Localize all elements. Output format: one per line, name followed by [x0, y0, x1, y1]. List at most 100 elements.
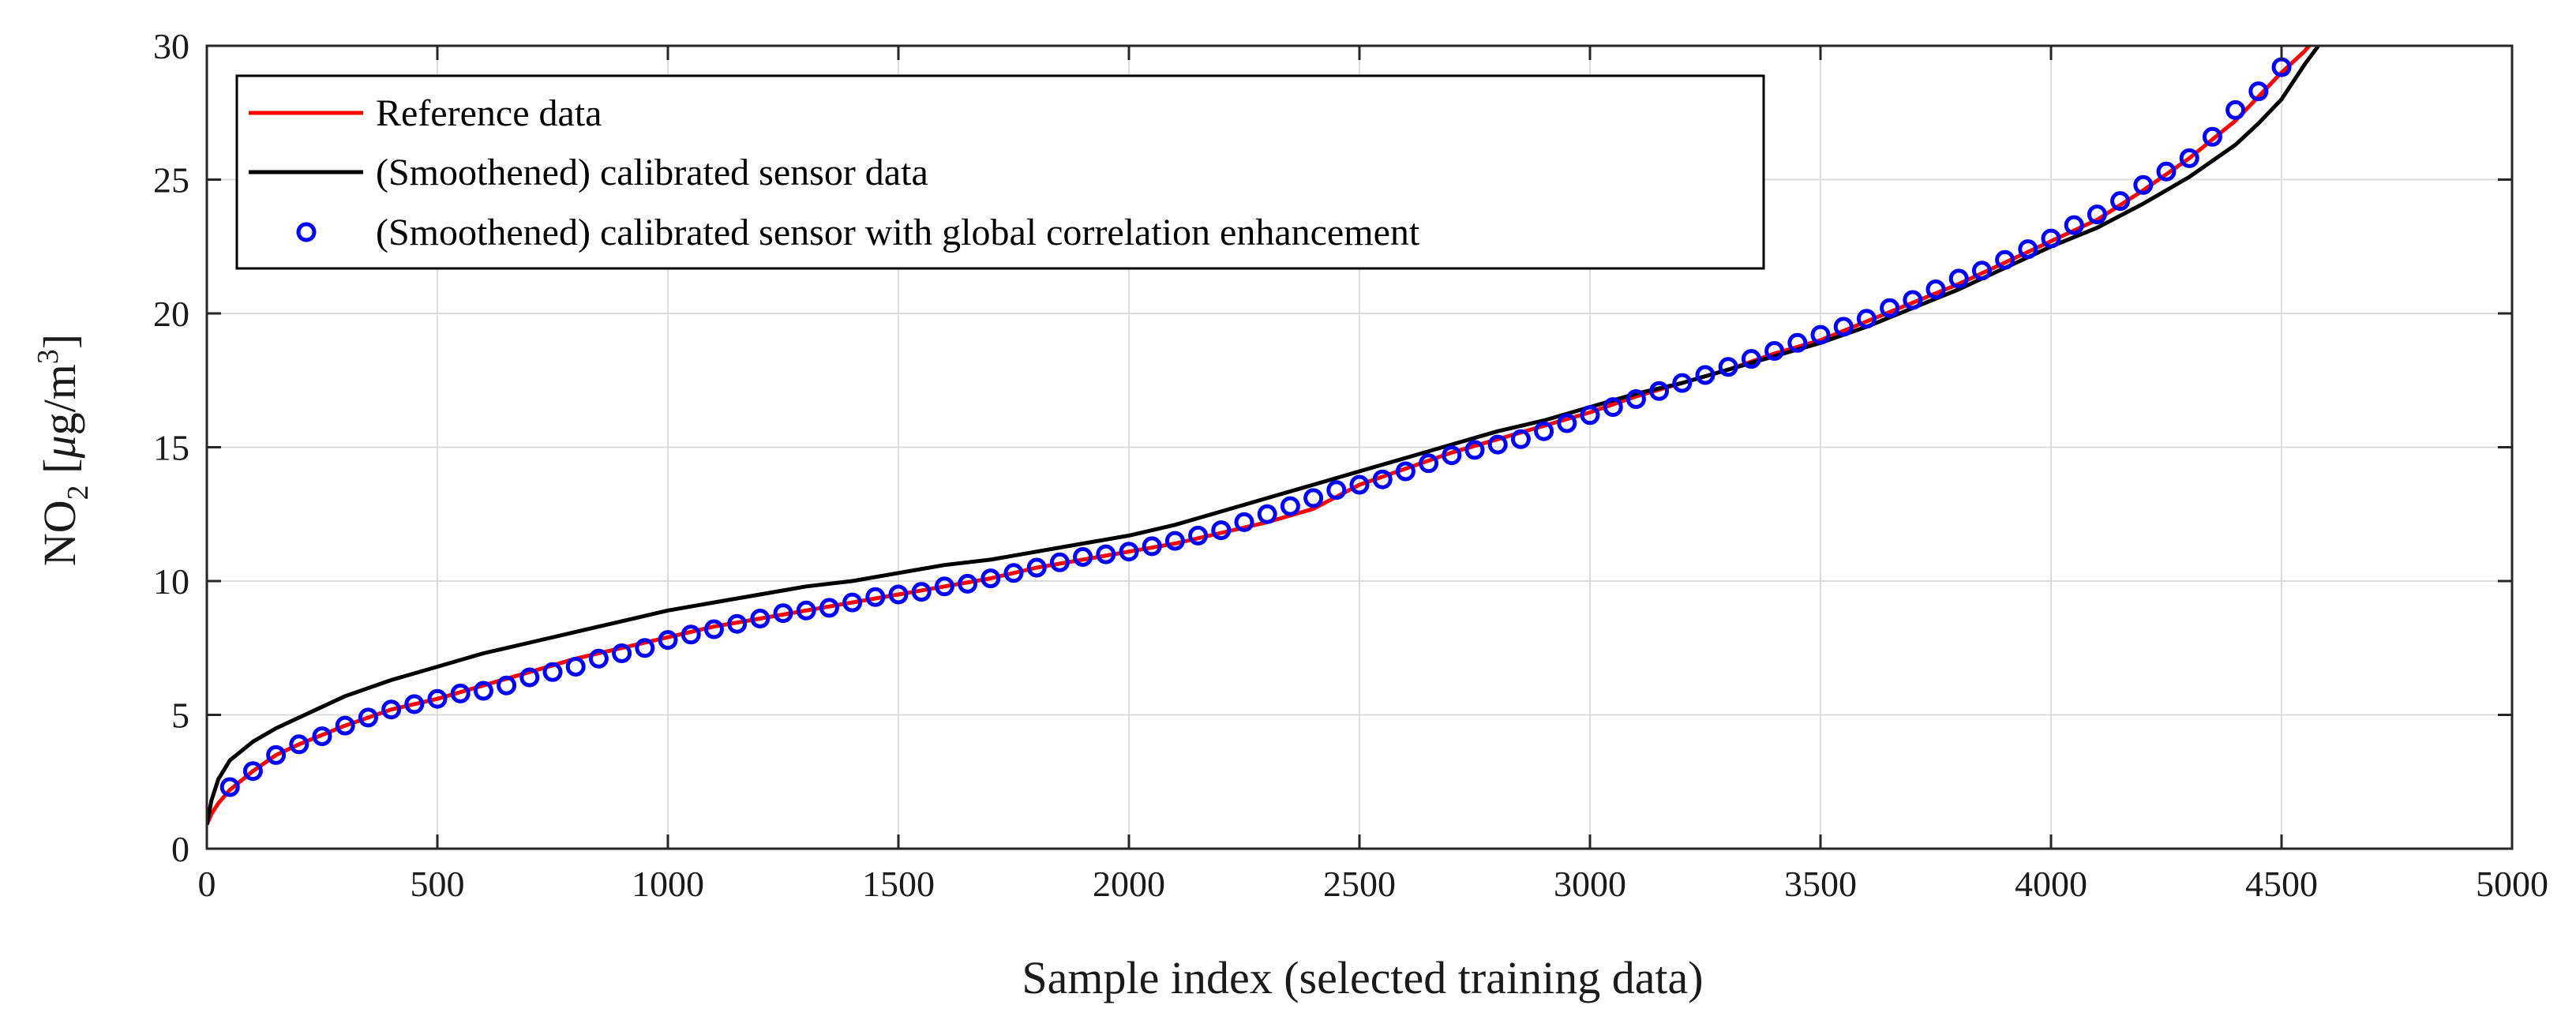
data-point-enhanced: [404, 694, 425, 714]
y-tick-label: 10: [153, 561, 189, 602]
data-point-enhanced: [335, 715, 355, 736]
x-tick-label: 3000: [1554, 864, 1626, 904]
y-tick-label: 25: [153, 160, 189, 201]
legend-swatch-enhanced: [296, 222, 317, 242]
y-tick-label: 20: [153, 294, 189, 334]
x-tick-label: 2000: [1093, 864, 1165, 904]
data-point-enhanced: [1995, 249, 2015, 270]
data-point-enhanced: [1787, 332, 1808, 353]
y-tick-label: 15: [153, 428, 189, 468]
data-point-enhanced: [1948, 268, 1969, 289]
y-tick-label: 0: [171, 829, 189, 869]
data-point-enhanced: [981, 568, 1001, 589]
data-point-enhanced: [2133, 174, 2154, 195]
data-point-enhanced: [1395, 461, 1415, 482]
data-point-enhanced: [1257, 504, 1277, 524]
data-point-enhanced: [1164, 531, 1185, 551]
data-point-enhanced: [1971, 261, 1992, 281]
data-point-enhanced: [2179, 148, 2199, 168]
data-point-enhanced: [2064, 215, 2084, 235]
x-tick-label: 3500: [1784, 864, 1857, 904]
series-layer: [207, 46, 2320, 826]
data-point-enhanced: [219, 777, 240, 797]
legend: Reference data (Smoothened) calibrated s…: [235, 74, 1765, 270]
data-point-enhanced: [865, 587, 886, 607]
data-point-enhanced: [727, 613, 748, 634]
data-point-enhanced: [2041, 228, 2061, 249]
data-point-enhanced: [289, 734, 309, 755]
y-axis-title-mu: μ: [34, 435, 85, 459]
data-point-enhanced: [1049, 552, 1070, 572]
y-axis-title-superscript: 3: [32, 349, 65, 364]
data-point-enhanced: [1419, 453, 1439, 474]
data-point-enhanced: [1234, 512, 1254, 532]
data-point-enhanced: [1119, 542, 1139, 562]
data-point-enhanced: [1372, 469, 1393, 489]
data-point-enhanced: [1695, 365, 1715, 385]
data-point-enhanced: [358, 707, 378, 728]
x-tick-label: 4000: [2015, 864, 2087, 904]
data-point-enhanced: [312, 726, 332, 747]
data-point-enhanced: [934, 576, 954, 597]
data-point-enhanced: [542, 662, 563, 682]
data-point-enhanced: [473, 681, 493, 701]
data-point-enhanced: [1349, 474, 1370, 495]
data-point-enhanced: [1856, 309, 1877, 329]
data-point-enhanced: [1188, 525, 1209, 546]
x-tick-label: 1000: [632, 864, 704, 904]
data-point-enhanced: [1326, 480, 1347, 501]
legend-box: [235, 74, 1765, 270]
data-point-enhanced: [1442, 445, 1462, 466]
data-point-enhanced: [1510, 429, 1531, 449]
data-point-enhanced: [1925, 279, 1946, 299]
data-point-enhanced: [703, 619, 724, 639]
data-point-enhanced: [1142, 536, 1162, 557]
data-point-enhanced: [1073, 547, 1093, 567]
ticks: 0 500 1000 1500 2000 2500 3000 3500 4000 4500 5000…: [153, 26, 2548, 904]
data-point-enhanced: [681, 624, 701, 645]
data-point-enhanced: [1833, 317, 1854, 337]
data-point-enhanced: [888, 584, 909, 605]
x-tick-label: 2500: [1323, 864, 1396, 904]
y-tick-label: 5: [171, 696, 189, 736]
data-point-enhanced: [497, 675, 517, 696]
data-point-enhanced: [2087, 204, 2107, 225]
y-axis-title-unit: g/m: [34, 364, 85, 435]
data-point-enhanced: [2202, 126, 2222, 147]
data-point-enhanced: [612, 643, 632, 663]
y-tick-label: 30: [153, 26, 189, 66]
data-point-enhanced: [381, 699, 402, 720]
data-point-enhanced: [842, 592, 863, 613]
data-point-enhanced: [519, 667, 540, 688]
y-axis-title-main: NO: [34, 500, 85, 566]
x-tick-label: 4500: [2245, 864, 2318, 904]
legend-label-reference: Reference data: [376, 92, 602, 134]
data-point-enhanced: [1096, 544, 1116, 564]
data-point-enhanced: [911, 582, 932, 602]
data-point-enhanced: [1303, 488, 1324, 508]
y-axis-title-unit-prefix: [: [34, 459, 85, 486]
data-point-enhanced: [635, 638, 655, 658]
data-point-enhanced: [1903, 290, 1923, 310]
x-axis-title: Sample index (selected training data): [1022, 952, 1703, 1003]
x-tick-label: 1500: [862, 864, 935, 904]
data-point-enhanced: [1764, 341, 1785, 361]
data-point-enhanced: [2225, 99, 2246, 120]
data-point-enhanced: [1718, 357, 1738, 377]
data-point-enhanced: [1672, 373, 1693, 393]
data-point-enhanced: [1534, 421, 1554, 441]
y-axis-title-unit-suffix: ]: [34, 334, 85, 349]
data-point-enhanced: [1026, 557, 1047, 578]
data-point-enhanced: [565, 657, 586, 677]
data-point-enhanced: [1580, 405, 1600, 426]
data-point-enhanced: [658, 630, 678, 651]
data-point-enhanced: [1741, 349, 1761, 369]
data-point-enhanced: [2156, 161, 2177, 182]
data-point-enhanced: [2248, 81, 2269, 102]
legend-label-calibrated: (Smoothened) calibrated sensor data: [376, 152, 928, 193]
data-point-enhanced: [1880, 298, 1900, 318]
data-point-enhanced: [1649, 381, 1670, 401]
data-point-enhanced: [1211, 520, 1232, 541]
x-tick-label: 5000: [2476, 864, 2548, 904]
